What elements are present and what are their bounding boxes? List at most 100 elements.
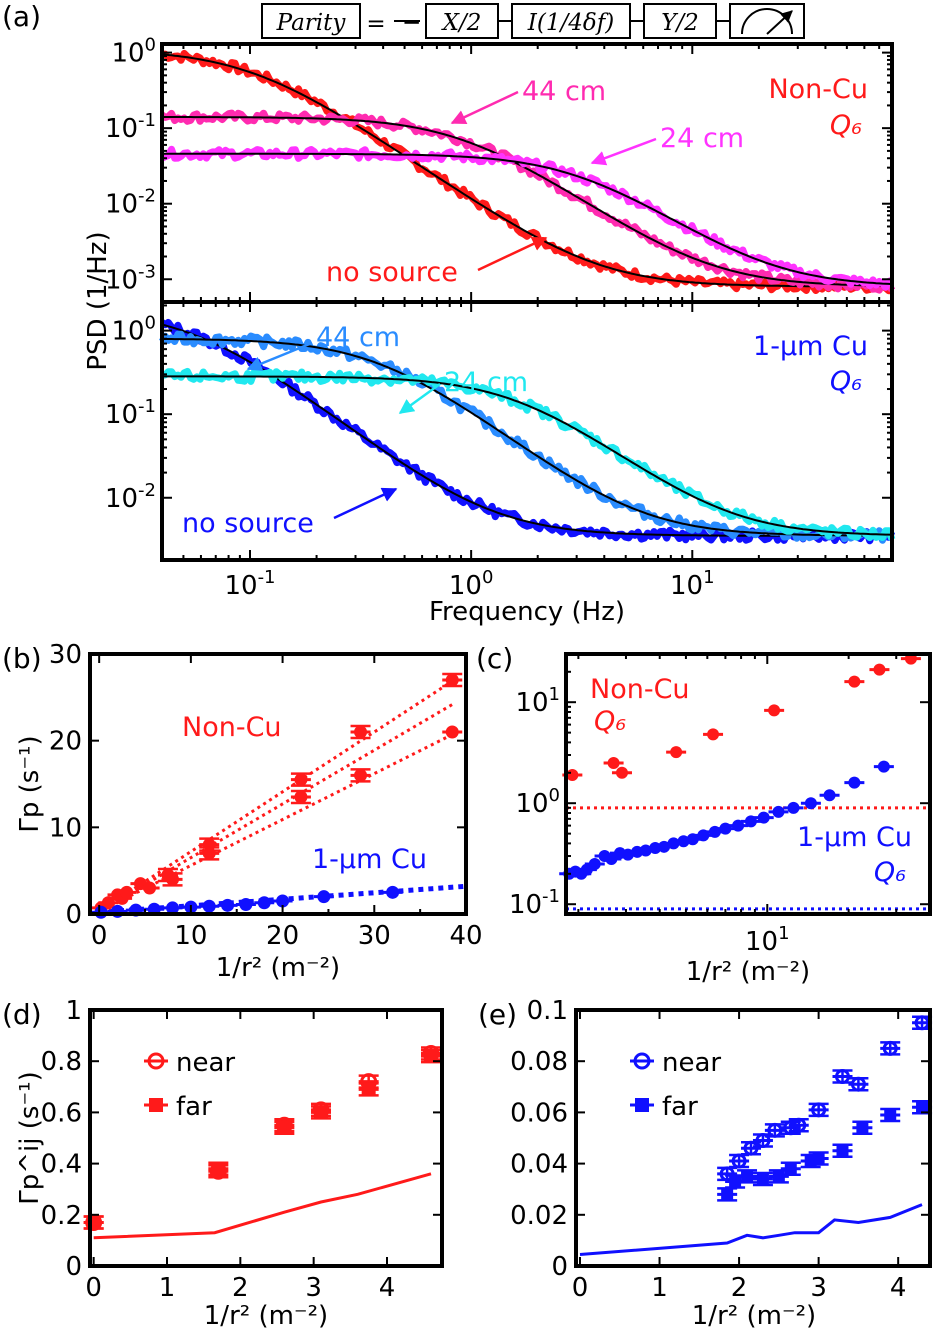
circuit-label: Parity xyxy=(276,10,347,36)
data-point xyxy=(588,858,601,871)
panel-c-plot: 101 100 10-1 101 xyxy=(509,652,930,957)
data-point xyxy=(707,728,720,741)
xtick-label: 4 xyxy=(890,1273,907,1303)
data-point xyxy=(848,675,861,688)
xtick-label: 10-1 xyxy=(224,567,275,601)
gate-x2: X/2 xyxy=(441,10,482,36)
panel-a-letter: (a) xyxy=(2,0,41,33)
ytick-label: 0.2 xyxy=(41,1201,82,1231)
far-point xyxy=(756,1172,769,1185)
panel-e-plot: 0 1 2 3 4 0 0.02 0.04 0.06 0.08 0.1 xyxy=(510,996,933,1303)
xtick-label: 101 xyxy=(670,567,715,601)
panel-b-xlabel: 1/r² (m⁻²) xyxy=(216,953,340,983)
panel-c-qubit-cu: Q₆ xyxy=(874,857,906,888)
far-point xyxy=(884,1108,897,1121)
data-point xyxy=(101,896,115,910)
panel-e-axes xyxy=(574,1008,932,1268)
xtick-label: 1 xyxy=(159,1273,176,1303)
data-point xyxy=(768,704,781,717)
panel-d-axes xyxy=(88,1008,444,1268)
data-point xyxy=(772,805,785,818)
near-point xyxy=(811,1102,827,1118)
series-no-source-fit xyxy=(161,323,892,537)
near-point xyxy=(850,1076,866,1092)
far-point xyxy=(314,1105,328,1120)
legend-far-label-e: far xyxy=(662,1092,698,1122)
far-point xyxy=(772,1170,785,1183)
fit-line xyxy=(98,703,454,913)
far-point xyxy=(211,1161,226,1176)
circuit-minus: − xyxy=(402,10,421,36)
data-point xyxy=(294,773,308,787)
panel-b-tag-cu: 1-μm Cu xyxy=(312,844,427,875)
xtick-label: 20 xyxy=(266,921,299,951)
ytick-label: 30 xyxy=(49,640,82,670)
panel-a-top-plot: 100 10-1 10-2 10-3 xyxy=(105,35,896,302)
panel-c-tag-cu: 1-μm Cu xyxy=(797,822,912,853)
gate-idle: I(1/4δf) xyxy=(527,10,614,36)
far-point xyxy=(729,1175,742,1188)
panel-d-ylabel: Γp^ij (s⁻¹) xyxy=(15,1071,45,1204)
panel-a-xlabel: Frequency (Hz) xyxy=(429,597,625,627)
circuit-equals: = xyxy=(366,11,385,37)
ytick-label: 0.02 xyxy=(510,1201,568,1231)
legend-near-label-e: near xyxy=(662,1048,721,1078)
ytick-label: 10-2 xyxy=(105,480,156,514)
xtick-label: 10 xyxy=(174,921,207,951)
near-point xyxy=(783,1120,799,1136)
fit-line xyxy=(98,679,454,913)
legend-near-label-d: near xyxy=(176,1048,235,1078)
data-point xyxy=(386,885,400,899)
annotation-24cm-bottom: 24 cm xyxy=(444,367,528,398)
panel-e-legend: near far xyxy=(630,1048,721,1122)
data-point xyxy=(605,853,618,866)
ytick-label: 1 xyxy=(65,996,82,1026)
panel-b-letter: (b) xyxy=(2,642,42,675)
ytick-label: 100 xyxy=(111,35,156,69)
data-point xyxy=(294,790,308,804)
near-point xyxy=(743,1140,759,1156)
circuit-diagram: Parity = − X/2 I(1/4δf) Y/2 xyxy=(261,3,805,39)
xtick-label: 30 xyxy=(358,921,391,951)
panel-e-xlabel: 1/r² (m⁻²) xyxy=(692,1301,816,1331)
data-point xyxy=(848,776,861,789)
panel-d-xlabel: 1/r² (m⁻²) xyxy=(204,1301,328,1331)
near-point xyxy=(755,1133,771,1149)
ytick-label: 10-1 xyxy=(509,886,560,920)
data-point xyxy=(667,837,680,850)
ytick-label: 10-1 xyxy=(105,396,156,430)
ytick-label: 100 xyxy=(111,313,156,347)
ytick-label: 0.6 xyxy=(41,1098,82,1128)
near-point xyxy=(834,1069,850,1085)
far-point xyxy=(856,1121,869,1134)
far-point xyxy=(784,1162,797,1175)
panel-c-axes xyxy=(564,652,932,916)
panel-c-qubit-noncu: Q₆ xyxy=(594,706,626,737)
panel-a-bottom-qubit: Q₆ xyxy=(830,366,862,397)
panel-b-ylabel: Γp (s⁻¹) xyxy=(15,735,45,832)
data-point xyxy=(445,673,459,687)
far-point xyxy=(361,1082,376,1097)
panel-d-letter: (d) xyxy=(2,998,42,1031)
annotation-44cm-bottom: 44 cm xyxy=(316,322,400,353)
ytick-label: 0.04 xyxy=(510,1150,568,1180)
near-point xyxy=(731,1153,747,1169)
data-point xyxy=(615,766,628,779)
data-point xyxy=(787,801,800,814)
data-point xyxy=(877,760,890,773)
panel-c-letter: (c) xyxy=(476,642,513,675)
data-point xyxy=(202,846,216,860)
data-point xyxy=(670,746,683,759)
xtick-label: 0 xyxy=(91,921,108,951)
far-point xyxy=(721,1188,734,1201)
far-point xyxy=(277,1120,292,1135)
far-point xyxy=(424,1049,438,1064)
data-point xyxy=(317,890,331,904)
near-point xyxy=(791,1117,807,1133)
panel-a-top-tag: Non-Cu xyxy=(768,74,868,105)
data-point xyxy=(804,797,817,810)
panel-b-tag-noncu: Non-Cu xyxy=(182,712,282,743)
series-44-cm-fit xyxy=(162,116,893,287)
data-point xyxy=(566,769,579,782)
data-point xyxy=(276,894,290,908)
